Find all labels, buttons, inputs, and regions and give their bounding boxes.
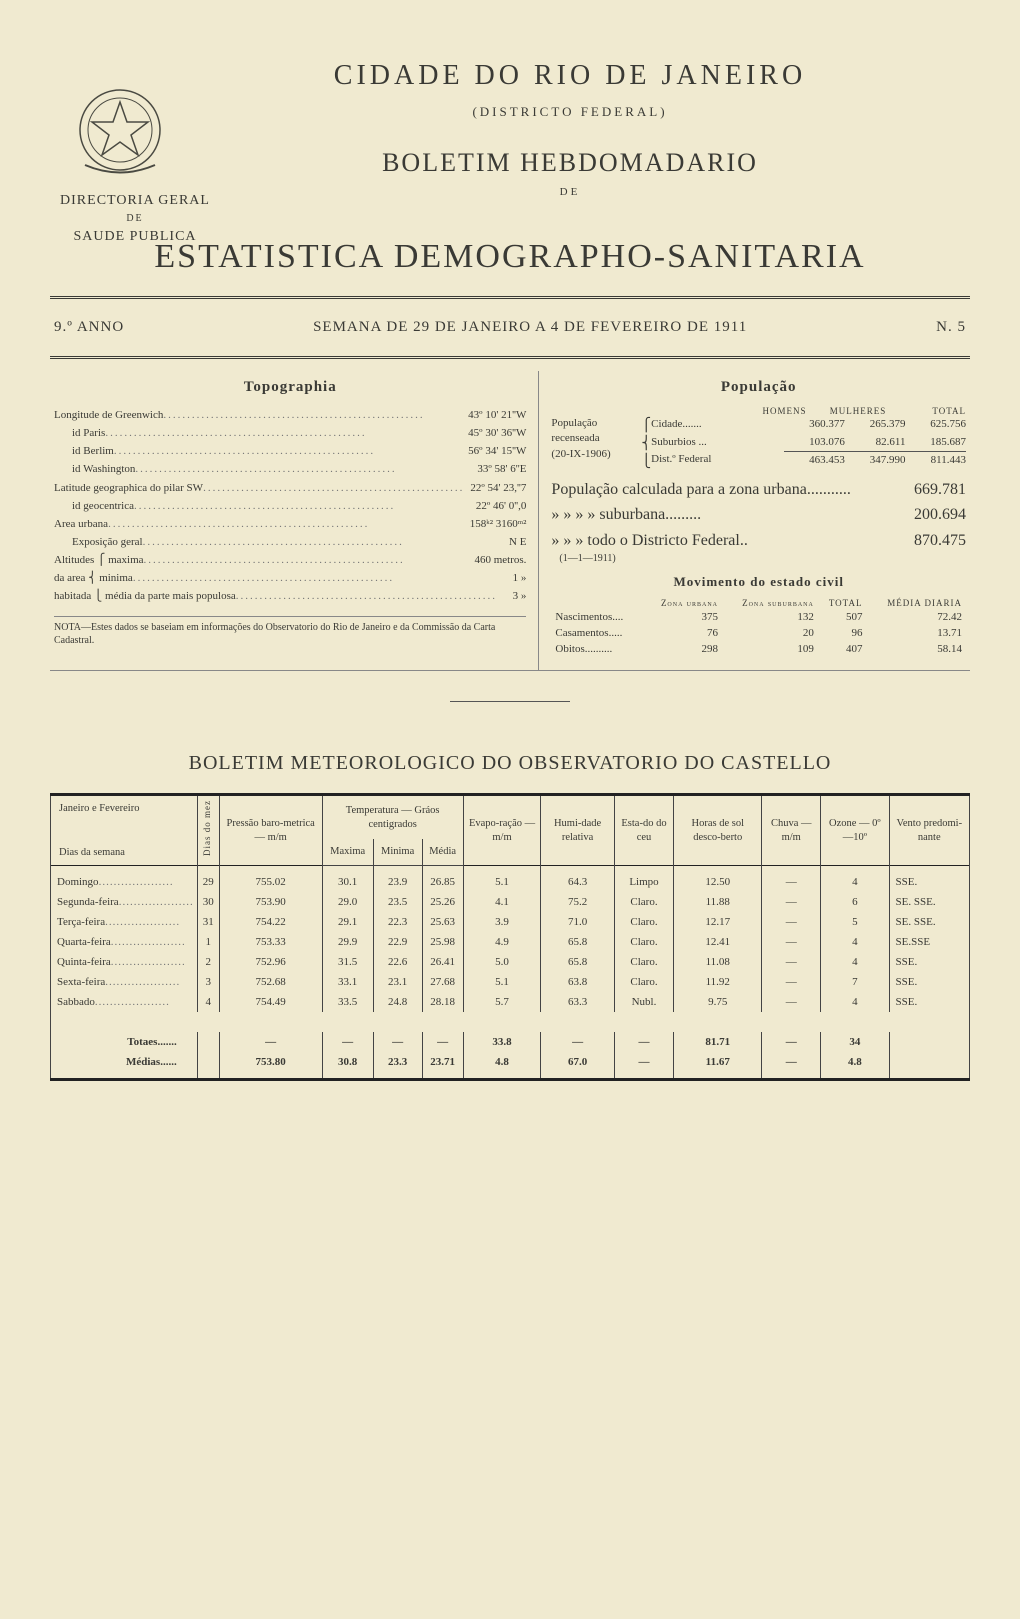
directoria-line1: DIRECTORIA GERAL: [60, 190, 210, 211]
col-minima: Minima: [373, 839, 422, 866]
meteo-summary-row: Totaes.......————33.8——81.71—34: [51, 1032, 970, 1052]
header: DIRECTORIA GERAL DE SAUDE PUBLICA CIDADE…: [50, 60, 970, 198]
meteo-title: BOLETIM METEOROLOGICO DO OBSERVATORIO DO…: [50, 752, 970, 775]
meteo-row: Domingo29755.0230.123.926.855.164.3Limpo…: [51, 865, 970, 892]
col-media: Média: [422, 839, 463, 866]
topo-row: Exposição geralN E: [54, 533, 526, 551]
directoria-label: DIRECTORIA GERAL DE SAUDE PUBLICA: [60, 190, 210, 247]
seal-emblem: [70, 80, 170, 180]
directoria-de: DE: [60, 211, 210, 226]
topo-row: Latitude geographica do pilar SW22º 54' …: [54, 479, 526, 497]
dias-label: Dias da semana: [59, 846, 194, 860]
col-humi: Humi-dade relativa: [541, 795, 614, 866]
topo-row: id geocentrica22º 46' 0'',0: [54, 497, 526, 515]
meteo-row: Sexta-feira3752.6833.123.127.685.163.8Cl…: [51, 972, 970, 992]
pop-calc-row: » » » todo o Districto Federal..870.475: [551, 528, 966, 554]
district-subtitle: (DISTRICTO FEDERAL): [170, 104, 970, 120]
boletim-title: BOLETIM HEBDOMADARIO: [170, 148, 970, 178]
issue-line: 9.º ANNO SEMANA DE 29 DE JANEIRO A 4 DE …: [50, 311, 970, 344]
topo-row: da area ⎨ minima1 »: [54, 569, 526, 587]
col-chuva: Chuva — m/m: [762, 795, 821, 866]
col-temperatura: Temperatura — Gráos centigrados: [322, 795, 463, 839]
de-label: DE: [170, 186, 970, 198]
meteo-summary-row: Médias......753.8030.823.323.714.867.0—1…: [51, 1052, 970, 1080]
topographia-column: Topographia Longitude de Greenwich43º 10…: [50, 371, 539, 670]
movimento-title: Movimento do estado civil: [551, 574, 966, 590]
pop-row: Suburbios ...103.07682.611185.687: [651, 434, 966, 452]
topo-row: Altitudes ⎧ maxima460 metros.: [54, 551, 526, 569]
divider-icon: [450, 701, 570, 702]
mov-row: Obitos..........29810940758.14: [553, 642, 964, 656]
topo-row: habitada ⎩ média da parte mais populosa3…: [54, 587, 526, 605]
semana-label: SEMANA DE 29 DE JANEIRO A 4 DE FEVEREIRO…: [313, 319, 747, 336]
mov-row: Nascimentos....37513250772.42: [553, 610, 964, 624]
pop-calc-row: População calculada para a zona urbana..…: [551, 477, 966, 503]
dias-mez-label: Dias do mez: [202, 800, 214, 856]
populacao-headers: HOMENS MULHERES TOTAL: [551, 406, 966, 416]
topo-row: id Paris45º 30' 36''W: [54, 424, 526, 442]
populacao-column: População HOMENS MULHERES TOTAL Populaçã…: [539, 371, 970, 670]
nota-text: NOTA—Estes dados se baseiam em informaçõ…: [54, 616, 526, 647]
meteo-row: Sabbado4754.4933.524.828.185.763.3Nubl.9…: [51, 992, 970, 1012]
title-block: CIDADE DO RIO DE JANEIRO (DISTRICTO FEDE…: [170, 60, 970, 198]
topo-row: Area urbana158ᵏ² 3160ᵐ²: [54, 515, 526, 533]
meteo-row: Terça-feira31754.2229.122.325.633.971.0C…: [51, 912, 970, 932]
meteo-row: Quarta-feira1753.3329.922.925.984.965.8C…: [51, 932, 970, 952]
topographia-title: Topographia: [54, 379, 526, 396]
topo-row: Longitude de Greenwich43º 10' 21''W: [54, 406, 526, 424]
calc-date: (1—1—1911): [551, 553, 966, 564]
meteo-row: Segunda-feira30753.9029.023.525.264.175.…: [51, 892, 970, 912]
col-evap: Evapo-ração — m/m: [463, 795, 541, 866]
mov-row: Casamentos.....76209613.71: [553, 626, 964, 640]
meteo-row: Quinta-feira2752.9631.522.626.415.065.8C…: [51, 952, 970, 972]
col-maxima: Maxima: [322, 839, 373, 866]
rule-icon: [50, 296, 970, 299]
pop-calc-row: » » » » suburbana.........200.694: [551, 502, 966, 528]
populacao-title: População: [551, 379, 966, 396]
city-title: CIDADE DO RIO DE JANEIRO: [170, 60, 970, 92]
numero-label: N. 5: [936, 319, 966, 336]
col-ozone: Ozone — 0º—10º: [821, 795, 889, 866]
two-column-section: Topographia Longitude de Greenwich43º 10…: [50, 371, 970, 671]
pop-row: Dist.º Federal463.453347.990811.443: [651, 451, 966, 470]
col-vento: Vento predomi-nante: [889, 795, 969, 866]
rule-icon: [50, 356, 970, 359]
movimento-table: Zona urbana Zona suburbana TOTAL MÉDIA D…: [551, 596, 966, 658]
directoria-line2: SAUDE PUBLICA: [60, 226, 210, 247]
topo-row: id Berlim56º 34' 15''W: [54, 442, 526, 460]
topo-row: id Washington33º 58' 6''E: [54, 460, 526, 478]
pop-row: Cidade.......360.377265.379625.756: [651, 416, 966, 434]
anno-label: 9.º ANNO: [54, 319, 124, 336]
col-estado: Esta-do do ceu: [614, 795, 673, 866]
month-label: Janeiro e Fevereiro: [59, 802, 194, 816]
col-horas: Horas de sol desco-berto: [674, 795, 762, 866]
col-pressao: Pressão baro-metrica — m/m: [219, 795, 322, 866]
meteo-table: Janeiro e Fevereiro Dias da semana Dias …: [50, 793, 970, 1081]
